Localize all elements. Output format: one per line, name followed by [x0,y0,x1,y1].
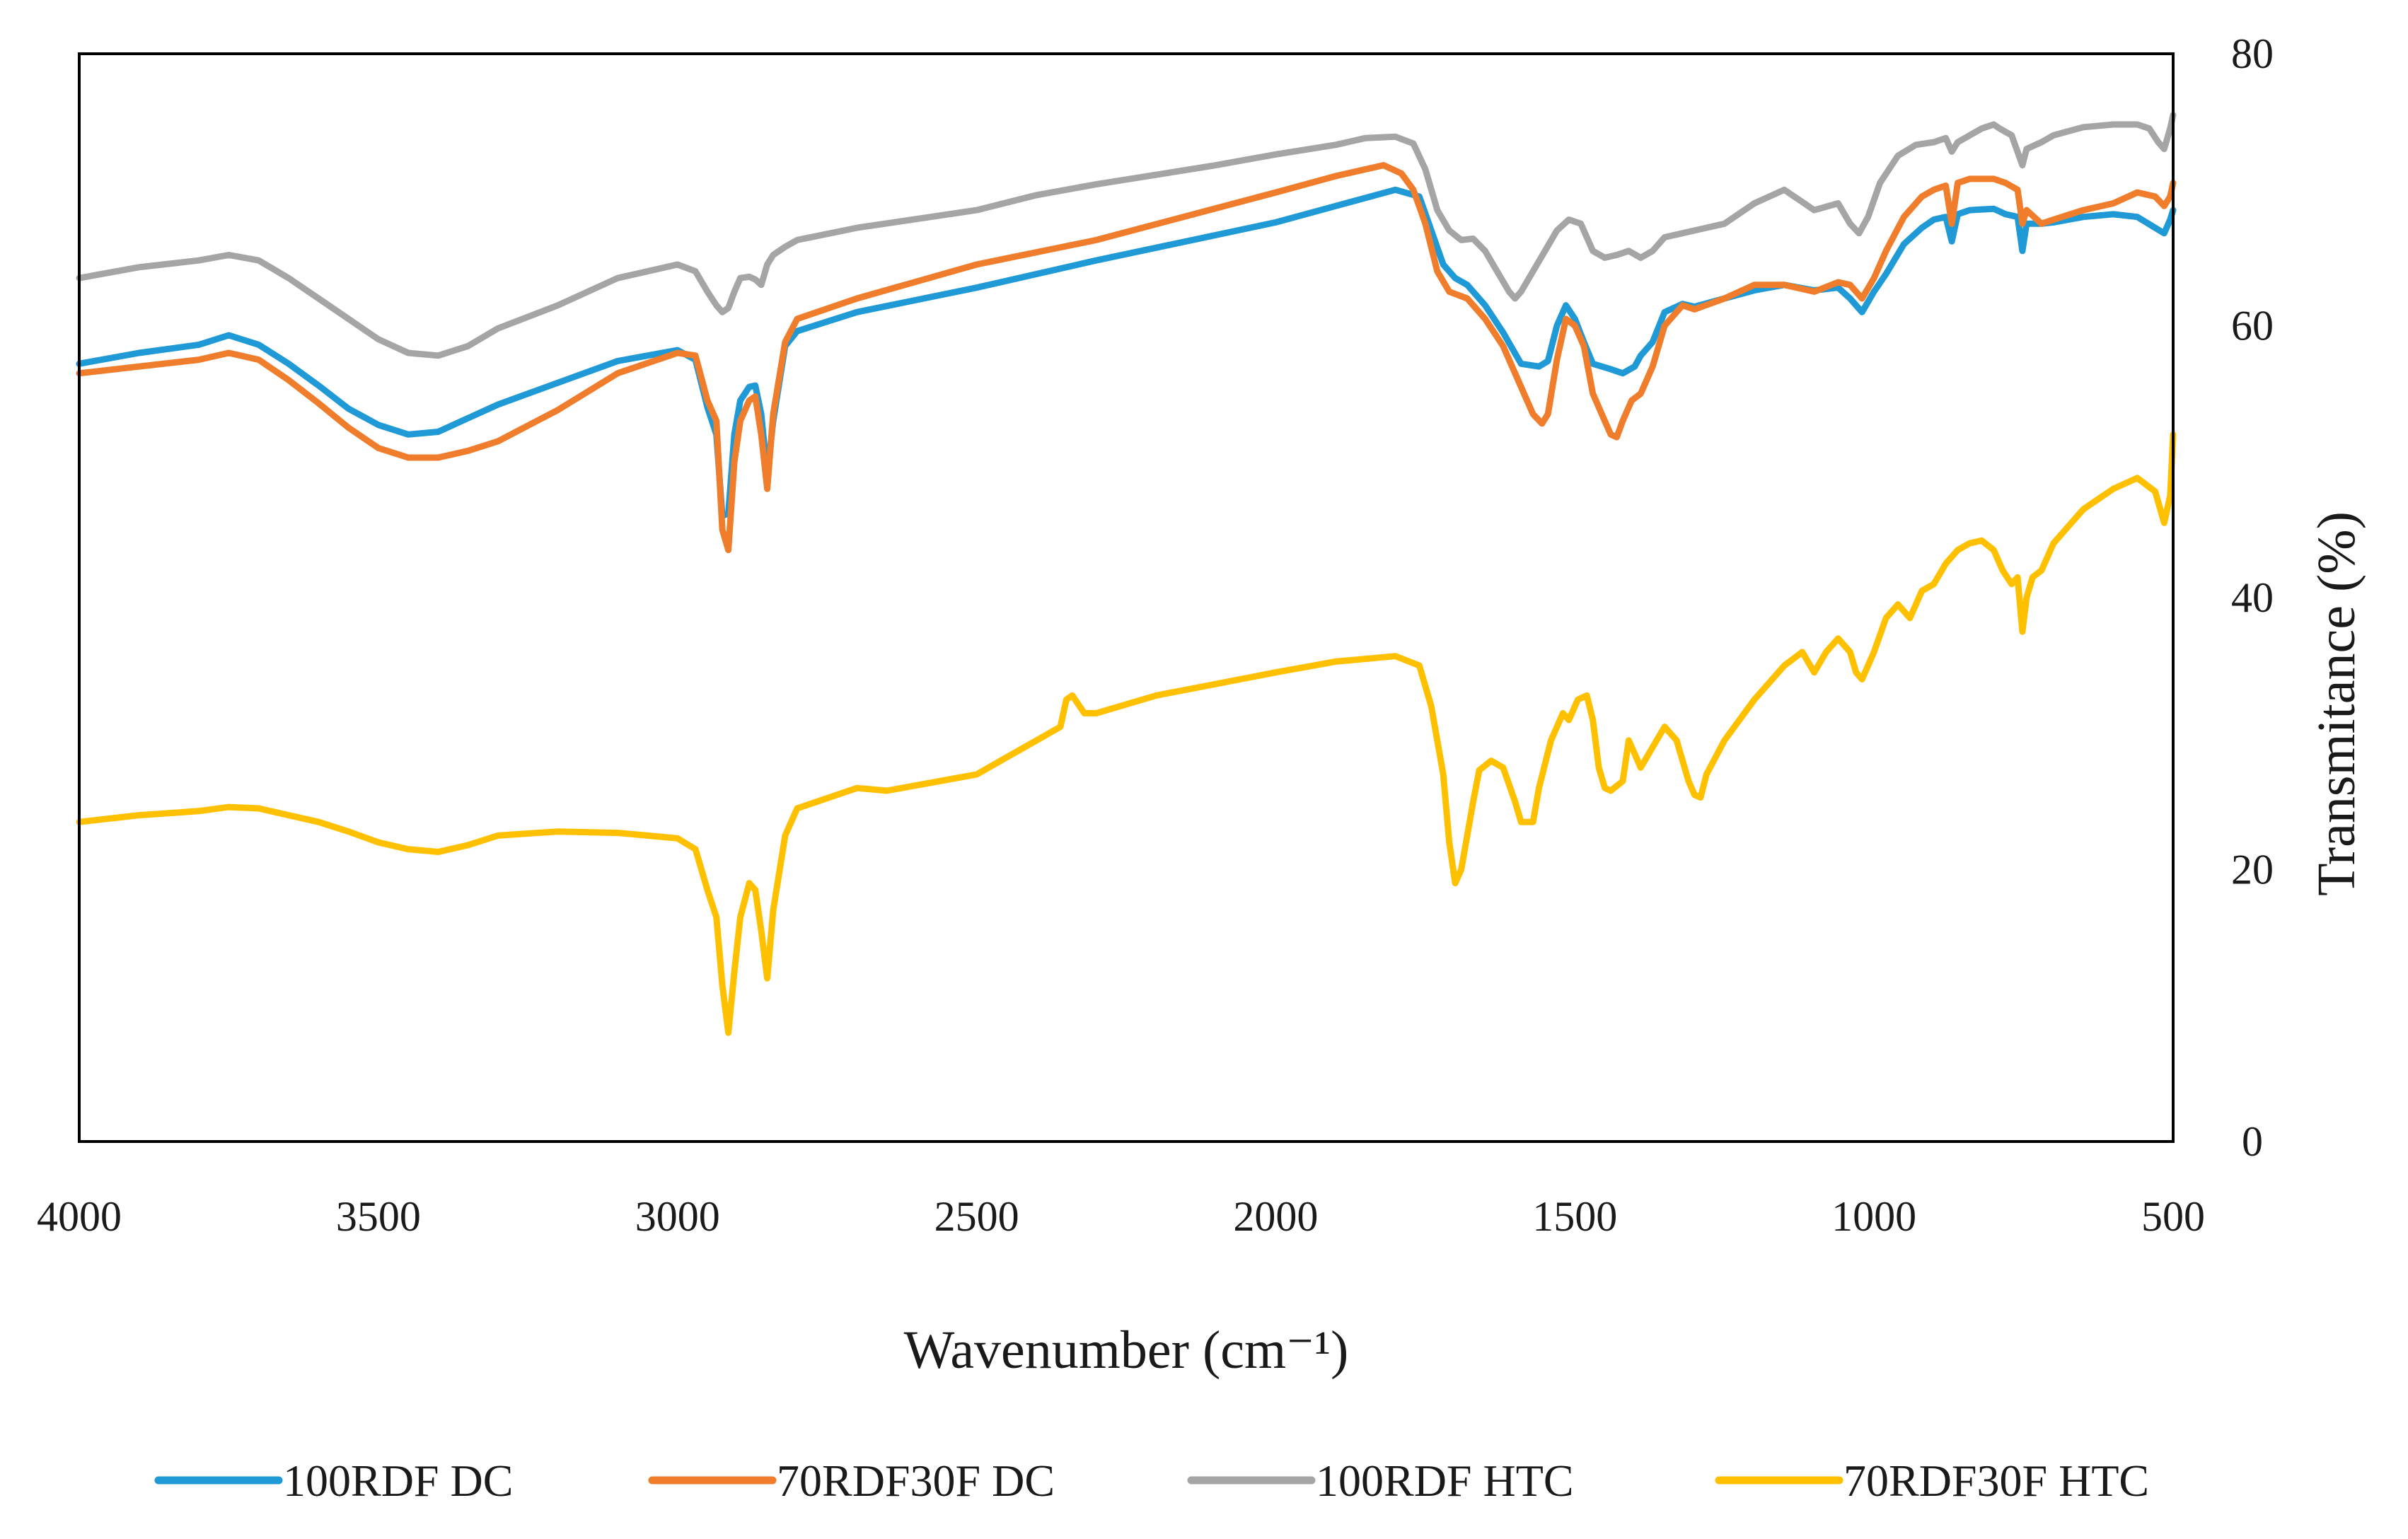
x-tick-label: 1500 [1532,1193,1617,1240]
series-line-100rdf-dc [76,186,2177,520]
x-tick-label: 2000 [1233,1193,1318,1240]
x-tick-label: 2500 [934,1193,1019,1240]
series-line-70rdf30f-htc [76,431,2177,1036]
plot-area-frame [78,52,2175,1143]
x-tick-label: 3500 [336,1193,421,1240]
y-tick-label: 20 [2231,847,2274,893]
y-axis-ticks: 0 20 40 60 80 [2231,30,2274,1165]
y-tick-label: 80 [2231,30,2274,77]
x-tick-label: 1000 [1831,1193,1916,1240]
x-tick-label: 500 [2141,1193,2205,1240]
y-tick-label: 0 [2242,1118,2263,1165]
legend: 100RDF DC 70RDF30F DC 100RDF HTC 70RDF30F H… [154,1456,2149,1506]
y-axis-title: Transmitance (%) [2307,511,2366,896]
legend-label: 100RDF HTC [1316,1456,1574,1506]
legend-label: 70RDF30F DC [777,1456,1055,1506]
series-layer [76,112,2177,1036]
legend-label: 100RDF DC [283,1456,513,1506]
y-tick-label: 40 [2231,574,2274,621]
y-tick-label: 60 [2231,303,2274,349]
series-line-70rdf30f-dc [76,162,2177,554]
legend-label: 70RDF30F HTC [1843,1456,2149,1506]
x-axis-ticks: 4000 3500 3000 2500 2000 1500 1000 500 [37,1193,2205,1240]
x-tick-label: 3000 [635,1193,720,1240]
x-tick-label: 4000 [37,1193,122,1240]
series-line-100rdf-htc [76,112,2177,359]
x-axis-title: Wavenumber (cm⁻¹) [904,1320,1349,1380]
